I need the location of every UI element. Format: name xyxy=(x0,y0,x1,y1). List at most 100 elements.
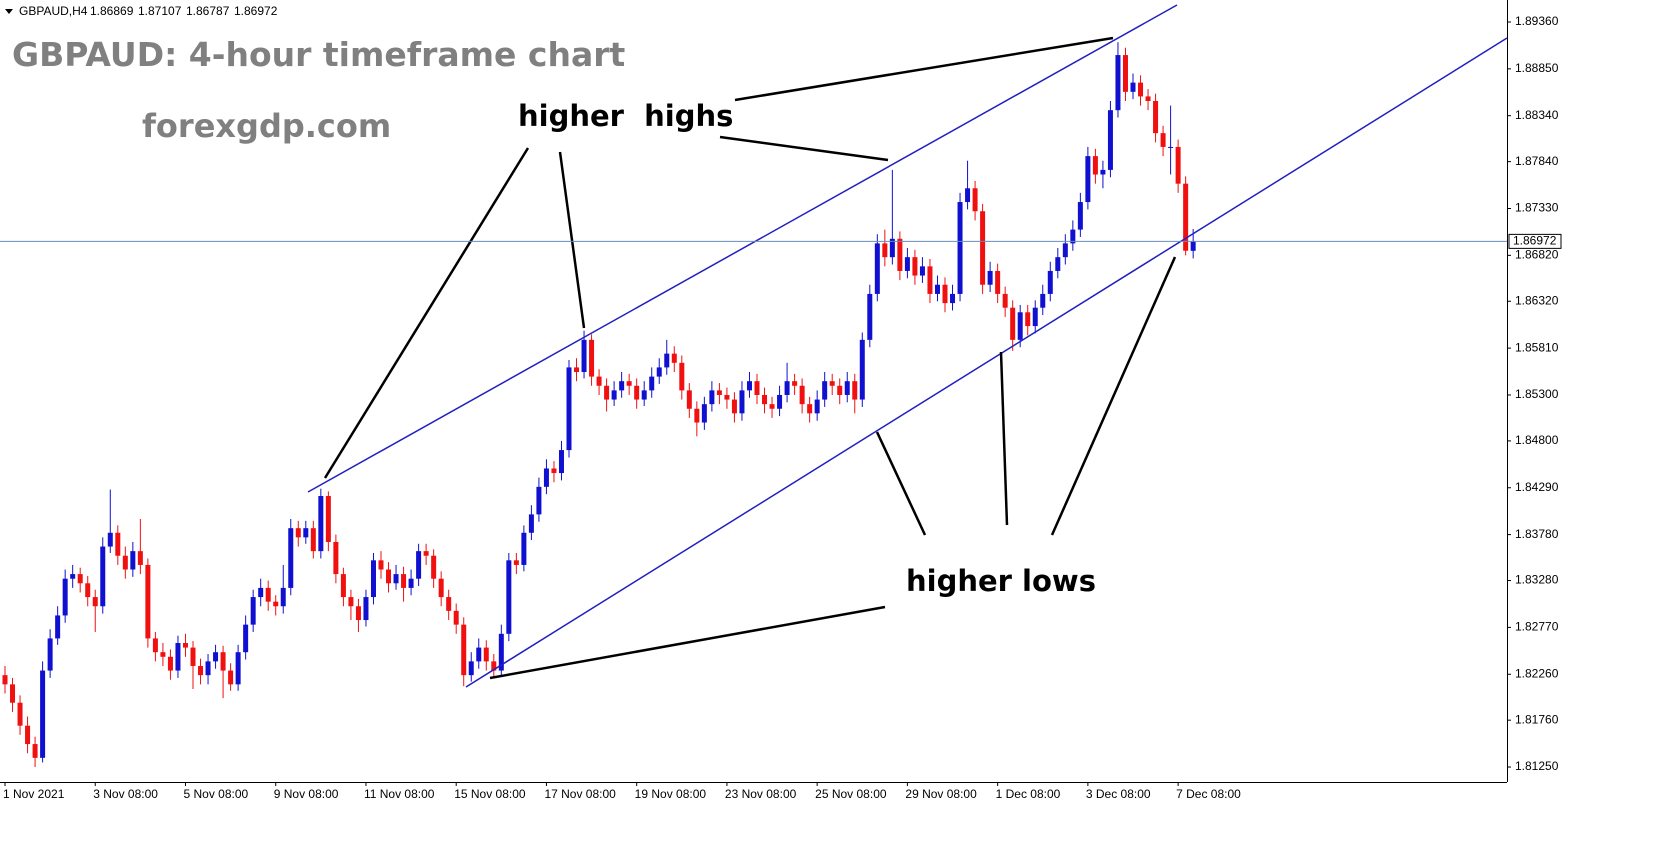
candle-body xyxy=(295,528,301,538)
candle-body xyxy=(85,583,91,598)
candle-body xyxy=(25,725,31,745)
x-tick-label: 17 Nov 08:00 xyxy=(544,787,616,801)
candle-body xyxy=(1175,146,1181,184)
candle-body xyxy=(521,532,527,565)
x-tick-label: 19 Nov 08:00 xyxy=(635,787,707,801)
candle-body xyxy=(897,238,903,271)
candle-body xyxy=(1153,100,1159,134)
candle-body xyxy=(265,587,271,602)
candle-body xyxy=(626,381,632,386)
candle-body xyxy=(1160,133,1166,147)
candle-body xyxy=(799,385,805,405)
candle-body xyxy=(198,665,204,676)
candle-body xyxy=(807,404,813,414)
candle-body xyxy=(152,638,158,653)
candle-body xyxy=(634,385,640,400)
candle-body xyxy=(701,404,707,423)
candle-body xyxy=(746,381,752,391)
candle-body xyxy=(611,390,617,400)
x-tick-label: 7 Dec 08:00 xyxy=(1176,787,1241,801)
candle-body xyxy=(536,486,542,515)
candle-body xyxy=(829,381,835,386)
candle-body xyxy=(62,578,68,616)
candle-body xyxy=(867,293,873,340)
pointer xyxy=(489,605,886,680)
candle-body xyxy=(130,551,136,570)
candle-body xyxy=(934,284,940,294)
candle-body xyxy=(461,624,467,676)
candle-body xyxy=(543,468,549,487)
candle-body xyxy=(115,532,121,556)
candle-body xyxy=(258,587,264,598)
candle-body xyxy=(1130,82,1136,92)
x-tick-label: 29 Nov 08:00 xyxy=(905,787,977,801)
pointer xyxy=(558,151,586,329)
candle-body xyxy=(822,381,828,400)
candle-body xyxy=(280,587,286,607)
candle-body xyxy=(641,390,647,400)
lower-channel-line xyxy=(465,37,1508,688)
candle-body xyxy=(1002,293,1008,308)
candle-body xyxy=(235,652,241,685)
chart-title: GBPAUD: 4-hour timeframe chart xyxy=(12,35,625,74)
candle-body xyxy=(754,381,760,395)
y-tick-label: 1.88850 xyxy=(1515,61,1559,75)
candle-body xyxy=(468,661,474,676)
y-tick-label: 1.81760 xyxy=(1515,712,1559,726)
candle-body xyxy=(145,564,151,639)
y-tick-label: 1.82260 xyxy=(1515,666,1559,680)
candle-body xyxy=(167,656,173,671)
x-tick-label: 9 Nov 08:00 xyxy=(274,787,339,801)
channel xyxy=(307,4,1508,688)
candle-body xyxy=(957,202,963,294)
candle-body xyxy=(686,390,692,409)
candle-body xyxy=(107,532,113,547)
y-tick-label: 1.85300 xyxy=(1515,387,1559,401)
upper-channel-line xyxy=(307,4,1178,493)
candle-body xyxy=(77,574,83,584)
candle-body xyxy=(303,528,309,538)
candle-body xyxy=(325,496,331,542)
header-low: 1.86787 xyxy=(186,4,230,18)
candle-body xyxy=(408,578,414,588)
candle-body xyxy=(348,597,354,607)
candle-body xyxy=(769,404,775,409)
candle-body xyxy=(1070,229,1076,244)
candle-body xyxy=(904,257,910,271)
chart-subtitle: forexgdp.com xyxy=(142,107,391,145)
candle-body xyxy=(724,394,730,400)
candle-body xyxy=(1025,312,1031,327)
candle-body xyxy=(1115,55,1121,111)
candle-body xyxy=(17,702,23,726)
candle-body xyxy=(288,528,294,588)
y-tick-label: 1.84800 xyxy=(1515,433,1559,447)
pointer xyxy=(999,351,1009,526)
candle-body xyxy=(762,394,768,405)
x-tick-label: 1 Dec 08:00 xyxy=(996,787,1061,801)
candle-body xyxy=(694,408,700,423)
candle-body xyxy=(987,270,993,285)
x-tick-label: 23 Nov 08:00 xyxy=(725,787,797,801)
candle-body xyxy=(671,353,677,363)
y-tick-label: 1.87840 xyxy=(1515,154,1559,168)
candle-body xyxy=(995,270,1001,294)
y-tick-label: 1.82770 xyxy=(1515,620,1559,634)
candle-body xyxy=(513,560,519,565)
candle-body xyxy=(709,390,715,405)
candle-body xyxy=(40,670,46,758)
candle-body xyxy=(566,367,572,451)
x-tick-label: 1 Nov 2021 xyxy=(3,787,65,801)
candle-body xyxy=(228,670,234,685)
candle-body xyxy=(604,385,610,400)
candle-body xyxy=(10,684,16,703)
header-symbol: GBPAUD,H4 xyxy=(19,4,88,18)
candle-body xyxy=(1168,146,1174,148)
candle-body xyxy=(182,643,188,648)
candle-body xyxy=(1107,110,1113,170)
candle-body xyxy=(122,555,128,570)
current-price-label: 1.86972 xyxy=(1513,234,1557,248)
candle-body xyxy=(912,257,918,276)
candle-body xyxy=(882,243,888,258)
candle-body xyxy=(453,610,459,625)
